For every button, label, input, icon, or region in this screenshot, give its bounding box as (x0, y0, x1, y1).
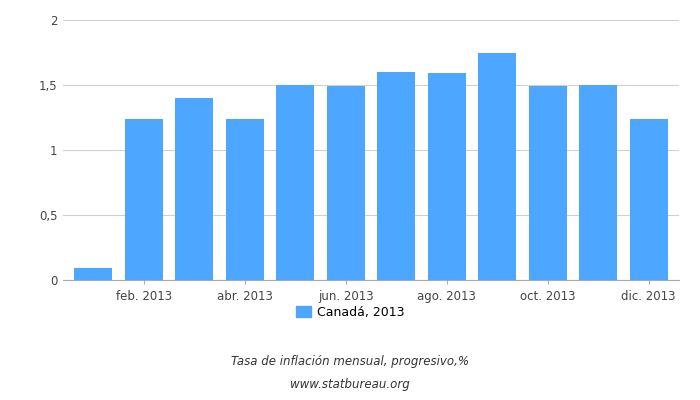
Text: www.statbureau.org: www.statbureau.org (290, 378, 410, 391)
Bar (580, 85, 617, 280)
Bar (327, 86, 365, 280)
Bar (226, 119, 264, 280)
Text: Tasa de inflación mensual, progresivo,%: Tasa de inflación mensual, progresivo,% (231, 356, 469, 368)
Bar (74, 268, 112, 280)
Bar (276, 85, 314, 280)
Bar (528, 86, 567, 280)
Bar (478, 52, 516, 280)
Bar (377, 72, 415, 280)
Bar (125, 119, 162, 280)
Bar (428, 73, 466, 280)
Legend: Canadá, 2013: Canadá, 2013 (290, 301, 410, 324)
Bar (630, 119, 668, 280)
Bar (175, 98, 214, 280)
